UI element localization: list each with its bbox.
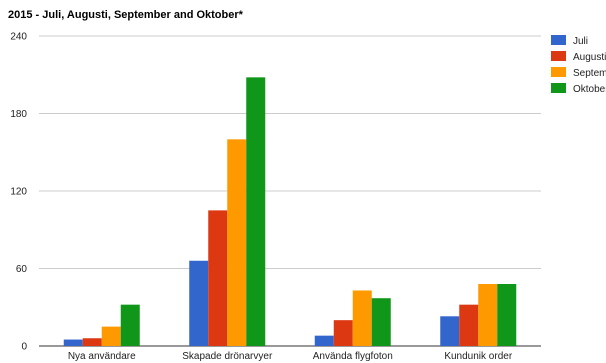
bar [497,284,517,346]
bar [189,260,209,346]
x-tick-label: Använda flygfoton [313,351,393,362]
legend-label: Augusti [573,52,606,63]
bar [63,339,83,346]
y-tick-label: 240 [10,32,27,43]
bar [120,304,140,346]
legend: Juli Augusti September Oktober [551,35,606,95]
y-tick-label: 60 [16,264,28,275]
bar [371,298,391,346]
y-tick-label: 180 [10,109,27,120]
bar [478,284,498,346]
bar [333,320,353,346]
bar [440,316,460,346]
legend-swatch [551,51,566,61]
x-tick-label: Nya användare [68,351,136,362]
bar [208,210,228,346]
legend-label: Oktober [573,84,606,95]
gridlines [39,35,541,347]
x-tick-label: Kundunik order [444,351,512,362]
legend-swatch [551,83,566,93]
bar [246,77,266,346]
legend-swatch [551,35,566,45]
bars [63,77,517,346]
y-tick-label: 0 [21,342,27,353]
y-axis-ticks: 0 60 120 180 240 [10,32,27,353]
x-axis-ticks: Nya användare Skapade drönarvyer Använda f… [68,351,513,362]
bar [352,290,372,346]
legend-swatch [551,67,566,77]
legend-label: Juli [573,36,588,47]
bar [459,304,479,346]
chart-title: 2015 - Juli, Augusti, September and Okto… [8,9,243,21]
bar [227,139,247,346]
bar [82,338,102,346]
y-tick-label: 120 [10,187,27,198]
bar [314,335,334,346]
bar [101,326,121,346]
x-tick-label: Skapade drönarvyer [182,351,273,362]
legend-label: September [573,68,606,79]
